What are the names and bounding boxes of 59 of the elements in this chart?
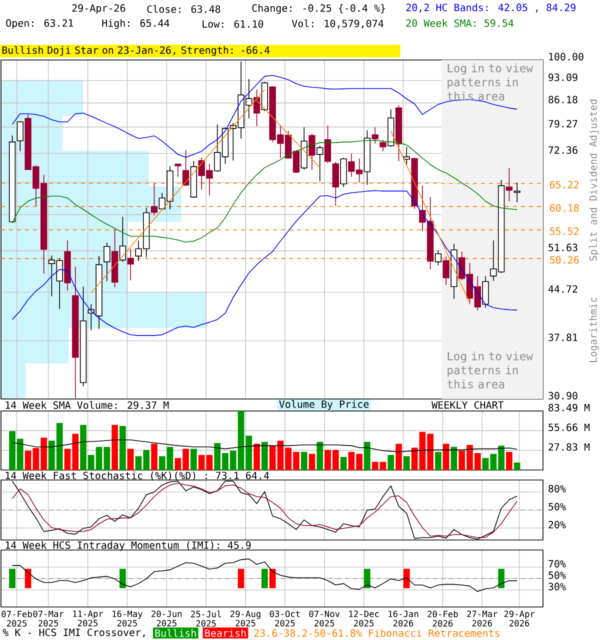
y-tick-label: 55.66 M	[548, 424, 590, 432]
y-tick-label: 37.81	[548, 334, 578, 342]
text: High: 65.44	[102, 19, 170, 29]
text: Low: 61.10	[202, 20, 264, 28]
chart-title: 14 Week SMA Volume: 29.37 M	[6, 401, 169, 409]
y-tick-label: 44.72	[548, 285, 578, 293]
text: Bullish Doji Star on 23-Jan-26, Strength: -66.4	[2, 46, 270, 56]
x-tick-label: 27-Mar 2026	[467, 610, 498, 626]
x-tick-label: 07-Feb 2025	[2, 610, 32, 627]
x-tick-label: 12-Dec 2025	[349, 610, 379, 626]
legend-title: % K - HCS IMI Crossover,	[2, 628, 145, 638]
text: 20,2 HC Bands: 42.05 , 84.29	[406, 4, 576, 12]
y-tick-label: 72.36	[548, 146, 578, 154]
annotation: Log in to view patterns in this area	[447, 352, 534, 388]
text: Open: 63.21	[6, 19, 74, 29]
x-tick-label: 07-Nov 2025	[309, 610, 340, 626]
y-tick-label: 27.83 M	[548, 443, 590, 451]
y-tick-label: 51.63	[548, 244, 578, 252]
x-tick-label: 29-Aug 2025	[230, 610, 260, 626]
x-tick-label: 29-Apr 2026	[504, 610, 535, 626]
text: Vol: 10,579,074	[292, 19, 384, 29]
y-tick-label: 80%	[548, 484, 566, 492]
text: Change: -0.25 {-0.4 %}	[252, 4, 385, 14]
text: Close: 63.48	[147, 5, 220, 13]
chart-title: 29-Apr-26	[72, 4, 126, 14]
x-tick-label: 20-Feb 2026	[428, 610, 458, 627]
text: Logarithmic	[589, 298, 599, 362]
ref-line-label: 50.26	[550, 256, 579, 264]
x-tick-label: 16-May 2025	[112, 610, 143, 626]
y-tick-label: 30%	[548, 582, 566, 590]
x-tick-label: 03-Oct 2025	[270, 610, 300, 626]
y-tick-label: 100.00	[549, 52, 584, 60]
y-tick-label: 30.90	[548, 392, 578, 400]
text: WEEKLY CHART	[432, 401, 504, 409]
text: Volume By Price	[279, 400, 369, 410]
x-tick-label: 11-Apr 2025	[73, 610, 104, 626]
text: Split and Dividend Adjusted	[589, 100, 599, 261]
y-tick-label: 20%	[548, 520, 566, 528]
y-tick-label: 70%	[548, 560, 566, 568]
x-tick-label: 20-Jun 2025	[152, 610, 182, 626]
x-tick-label: 16-Jan 2026	[388, 610, 418, 626]
text: 23.6-38.2-50-61.8% Fibonacci Retracements	[254, 629, 500, 637]
y-tick-label: 86.18	[548, 96, 578, 104]
chart-title: 14 Week HCS Intraday Momentum (IMI): 45.9	[6, 541, 251, 551]
x-tick-label: 07-Mar 2025	[33, 610, 64, 626]
annotation: Log in to view patterns in this area	[447, 64, 534, 100]
ref-line-label: 55.52	[550, 227, 578, 235]
x-tick-label: 25-Jul 2025	[191, 610, 221, 627]
ref-line-label: 65.22	[550, 180, 578, 188]
chart-title: 14 Week Fast Stochastic (%K)(%D) : 73.1 64.4	[6, 472, 269, 480]
y-tick-label: 50%	[548, 502, 566, 510]
text: Bearish	[205, 629, 246, 637]
text: 20 Week SMA: 59.54	[406, 19, 514, 27]
y-tick-label: 79.27	[548, 120, 578, 128]
y-tick-label: 83.49 M	[548, 404, 590, 412]
text: Bullish	[155, 629, 196, 637]
y-tick-label: 50%	[548, 571, 566, 579]
y-tick-label: 93.09	[548, 74, 578, 82]
ref-line-label: 60.18	[550, 204, 579, 212]
